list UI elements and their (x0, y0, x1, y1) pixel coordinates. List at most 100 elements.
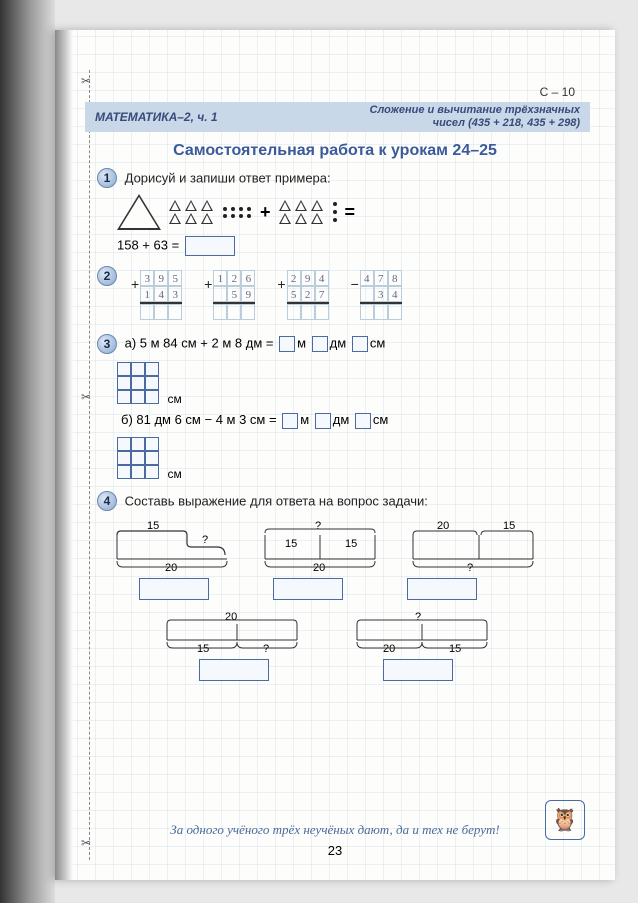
answer-box (407, 578, 477, 600)
digit-cell (374, 304, 388, 320)
answer-box (383, 659, 453, 681)
digit-cell: 3 (140, 270, 154, 286)
task4-text: Составь выражение для ответа на вопрос з… (125, 493, 428, 508)
topic-line1: Сложение и вычитание трёхзначных (370, 104, 580, 117)
digit-cell: 9 (241, 286, 255, 302)
digit-cell (388, 304, 402, 320)
unit-m: м (300, 412, 309, 427)
digit-cell: 2 (301, 286, 315, 302)
svg-text:?: ? (415, 611, 421, 623)
svg-text:15: 15 (197, 643, 209, 655)
task3a-cube: см (97, 358, 585, 406)
task-number-badge: 2 (97, 266, 117, 286)
digit-cell (213, 286, 227, 302)
unit-cm: см (373, 412, 388, 427)
digit-cell (168, 304, 182, 320)
digit-cell: 4 (315, 270, 329, 286)
svg-text:?: ? (202, 534, 208, 546)
column-addition: +395143 (131, 270, 182, 320)
cm-label: см (167, 392, 181, 406)
column-additions: +395143+12659+294527−47834 (131, 270, 402, 320)
digit-cell: 7 (315, 286, 329, 302)
task3a-text: а) 5 м 84 см + 2 м 8 дм = (125, 335, 274, 350)
task-number-badge: 3 (97, 334, 117, 354)
unit-dm: дм (330, 335, 347, 350)
page: ✂ ✂ ✂ С – 10 МАТЕМАТИКА–2, ч. 1 Сложение… (55, 30, 615, 880)
digit-cell: 3 (374, 286, 388, 302)
task-4: 4 Составь выражение для ответа на вопрос… (97, 491, 585, 511)
page-number: 23 (55, 843, 615, 858)
digit-cell (360, 286, 374, 302)
digit-cell: 4 (388, 286, 402, 302)
topic-label: Сложение и вычитание трёхзначных чисел (… (370, 104, 580, 130)
answer-box (273, 578, 343, 600)
svg-text:15: 15 (503, 520, 515, 532)
svg-text:20: 20 (225, 611, 237, 623)
diagrams-row-2: 20 15 ? ? (157, 610, 585, 655)
digit-cell: 7 (374, 270, 388, 286)
answer-box (355, 413, 371, 429)
column-addition: +294527 (277, 270, 328, 320)
digit-cell: 9 (154, 270, 168, 286)
header-band: МАТЕМАТИКА–2, ч. 1 Сложение и вычитание … (85, 102, 590, 132)
answer-box (282, 413, 298, 429)
book-binding (0, 0, 55, 903)
subject-label: МАТЕМАТИКА–2, ч. 1 (95, 110, 218, 124)
content-area: 1 Дорисуй и запиши ответ примера: + = (97, 168, 585, 691)
triangle-group (279, 200, 325, 224)
answer-box (199, 659, 269, 681)
digit-cell (315, 304, 329, 320)
digit-cell (154, 304, 168, 320)
digit-cell (213, 304, 227, 320)
task-3: 3 а) 5 м 84 см + 2 м 8 дм = м дм см (97, 334, 585, 354)
column-addition: −47834 (351, 270, 402, 320)
diagram-3: 20 15 ? (403, 519, 543, 574)
digit-cell (140, 304, 154, 320)
answer-boxes-row-2 (197, 659, 585, 681)
dot-group (333, 202, 337, 222)
svg-text:15: 15 (285, 538, 297, 550)
main-title: Самостоятельная работа к урокам 24–25 (55, 142, 615, 160)
task3b: б) 81 дм 6 см − 4 м 3 см = м дм см (121, 412, 585, 429)
big-triangle-icon (117, 194, 161, 230)
task-number-badge: 4 (97, 491, 117, 511)
svg-text:20: 20 (313, 562, 325, 574)
digit-cell (227, 304, 241, 320)
triangle-group (169, 200, 215, 224)
digit-cell (241, 304, 255, 320)
svg-text:15: 15 (345, 538, 357, 550)
column-addition: +12659 (204, 270, 255, 320)
diagram-5: ? 20 15 (347, 610, 497, 655)
footer-quote: За одного учёного трёх неучёных дают, да… (55, 822, 615, 838)
svg-text:?: ? (263, 643, 269, 655)
dot-group (223, 207, 252, 218)
task-1: 1 Дорисуй и запиши ответ примера: (97, 168, 585, 188)
diagram-2: ? 15 15 20 (255, 519, 385, 574)
svg-text:15: 15 (147, 520, 159, 532)
task-number-badge: 1 (97, 168, 117, 188)
diagram-1: 15 ? 20 (107, 519, 237, 574)
cut-line (89, 70, 90, 860)
digit-cell: 3 (168, 286, 182, 302)
digit-cell: 2 (227, 270, 241, 286)
column-grid: 12659 (213, 270, 255, 320)
svg-text:20: 20 (165, 562, 177, 574)
svg-text:?: ? (315, 520, 321, 532)
digit-cell (360, 304, 374, 320)
digit-cell: 6 (241, 270, 255, 286)
answer-box (312, 336, 328, 352)
digit-cell: 1 (140, 286, 154, 302)
owl-icon: 🦉 (545, 800, 585, 840)
unit-cm: см (370, 335, 385, 350)
digit-cell: 1 (213, 270, 227, 286)
digit-cell: 5 (227, 286, 241, 302)
task1-text: Дорисуй и запиши ответ примера: (125, 171, 331, 186)
answer-box (279, 336, 295, 352)
operation-sign: + (131, 276, 139, 292)
svg-text:15: 15 (449, 643, 461, 655)
digit-cell: 4 (360, 270, 374, 286)
equation-text: 158 + 63 = (117, 237, 179, 252)
digit-cell: 9 (301, 270, 315, 286)
task1-equation: 158 + 63 = (117, 236, 585, 256)
svg-text:20: 20 (437, 520, 449, 532)
